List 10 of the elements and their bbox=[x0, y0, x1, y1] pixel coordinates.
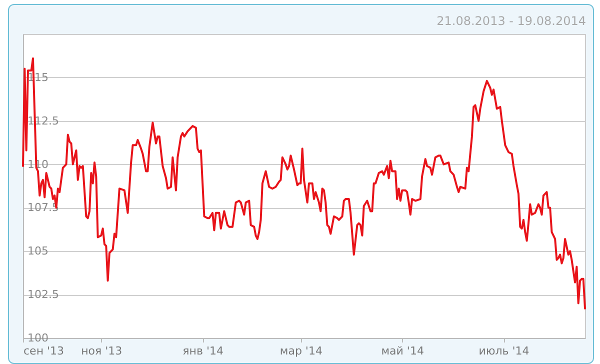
x-tick-label: май '14 bbox=[381, 344, 424, 358]
y-tick-label: 105 bbox=[28, 244, 48, 258]
x-tick-label: ноя '13 bbox=[81, 344, 122, 358]
x-tick-label: янв '14 bbox=[182, 344, 224, 358]
line-series bbox=[22, 57, 586, 310]
chart-title: 21.08.2013 - 19.08.2014 bbox=[436, 14, 586, 28]
x-tick-label: июль '14 bbox=[478, 344, 530, 358]
x-tick-label: сен '13 bbox=[24, 344, 64, 358]
x-tick-label: мар '14 bbox=[280, 344, 322, 358]
y-tick-label: 102.5 bbox=[28, 288, 59, 302]
